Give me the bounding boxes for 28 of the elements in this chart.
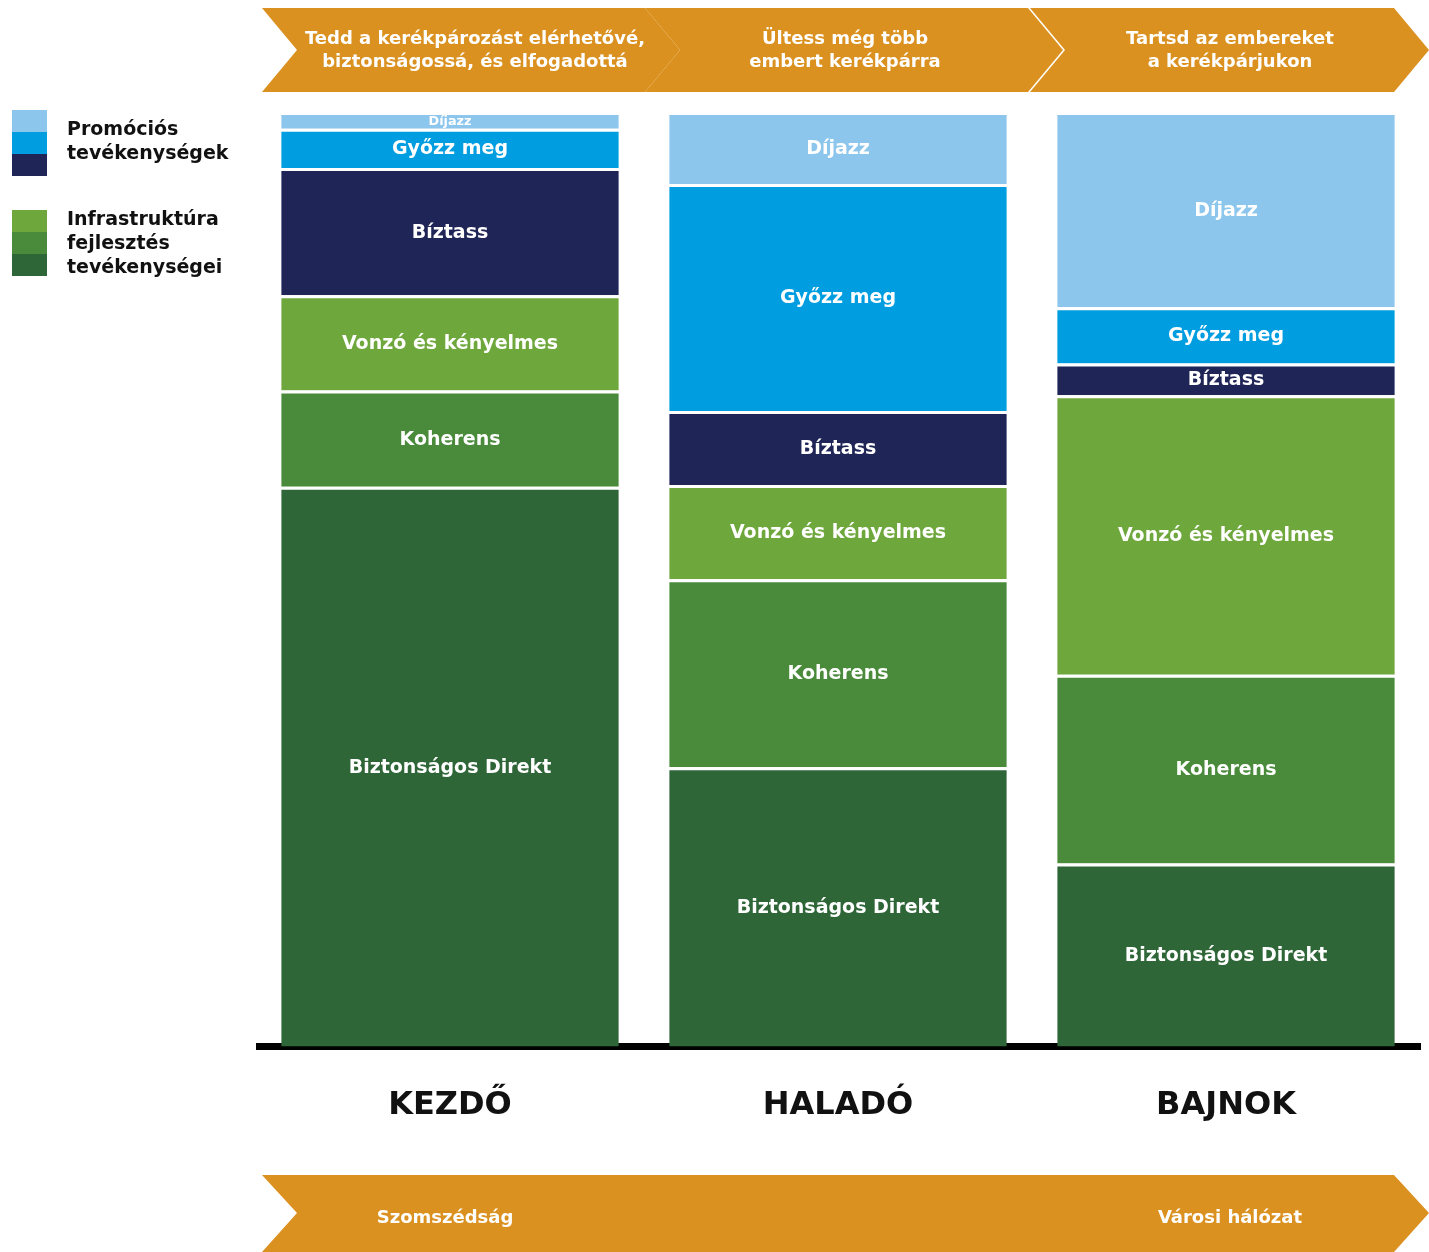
text: Győzz meg bbox=[1167, 323, 1285, 346]
text: Tedd a kerékpározást elérhetővé, biztonságossá, és elfogadottá bbox=[304, 26, 646, 72]
text: Biztonságos Direkt bbox=[736, 894, 940, 917]
text: Bíztass bbox=[411, 219, 489, 242]
text: Koherens bbox=[787, 661, 889, 684]
text: Bíztass bbox=[799, 435, 877, 458]
text: Győzz meg bbox=[779, 285, 897, 308]
text: Tartsd az embereket a kerékpárjukon bbox=[1125, 26, 1335, 72]
x-tick-label: HALADÓ bbox=[762, 1083, 914, 1123]
text: Vonzó és kényelmes bbox=[341, 330, 559, 353]
x-tick-label: BAJNOK bbox=[1156, 1084, 1298, 1123]
text: Díjazz bbox=[1194, 197, 1258, 220]
series-label: Győzz meg bbox=[391, 136, 509, 159]
series-label: Díjazz bbox=[428, 112, 472, 128]
series-label: Vonzó és kényelmes bbox=[729, 520, 947, 543]
text: Szomszédság bbox=[375, 1205, 515, 1228]
text: Koherens bbox=[1175, 756, 1277, 779]
text: Biztonságos Direkt bbox=[1124, 942, 1328, 965]
text: Díjazz bbox=[806, 135, 870, 158]
text: Promóciós tevékenységek bbox=[67, 116, 230, 164]
series-label: Biztonságos Direkt bbox=[348, 754, 552, 777]
text: Infrastruktúra fejlesztés tevékenységei bbox=[67, 206, 224, 278]
text: Ültess még több embert kerékpárra bbox=[748, 26, 942, 72]
text: Vonzó és kényelmes bbox=[1117, 522, 1335, 545]
text: Városi hálózat bbox=[1156, 1205, 1304, 1228]
series-label: Koherens bbox=[399, 426, 501, 449]
series-label: Bíztass bbox=[1187, 367, 1265, 390]
x-tick-label: KEZDŐ bbox=[388, 1083, 512, 1123]
